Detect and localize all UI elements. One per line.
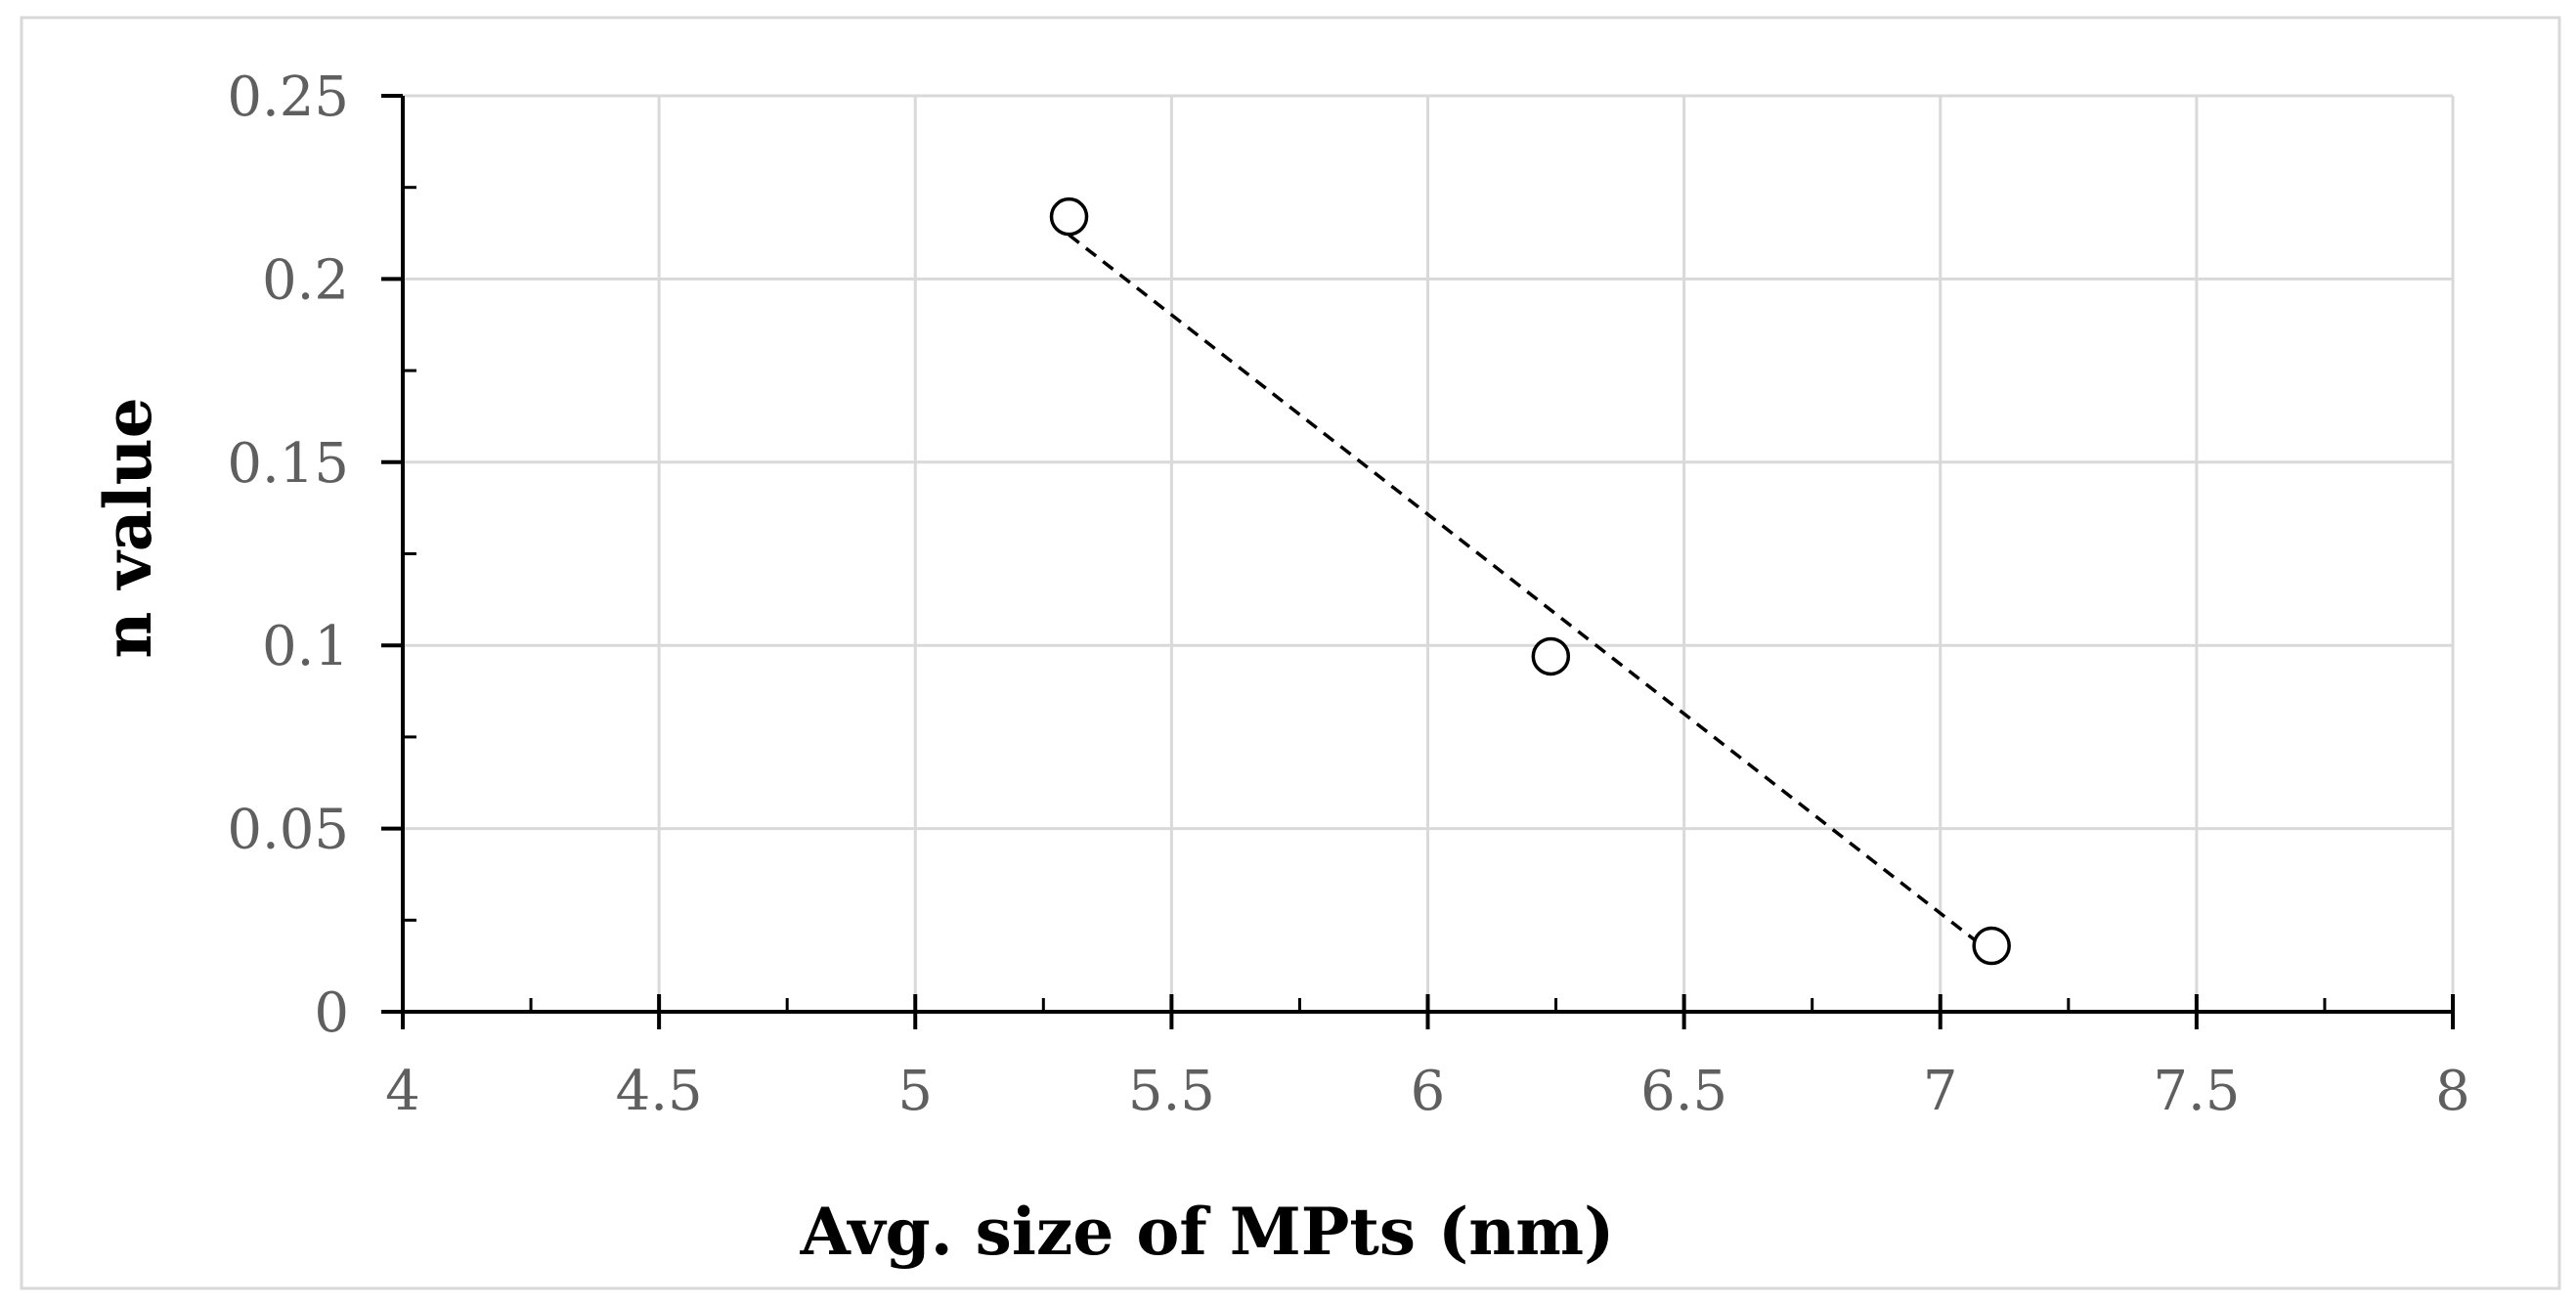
x-tick-label: 4.5 [616, 1060, 703, 1123]
axes [381, 94, 2455, 1029]
x-tick-label: 7.5 [2153, 1060, 2240, 1123]
x-tick-label: 6 [1411, 1060, 1446, 1123]
tick-labels: 0 0.05 0.1 0.15 0.2 0.25 4 4.5 5 5.5 6 6.5 7 7.5 8 [227, 65, 2470, 1123]
x-tick-label: 6.5 [1640, 1060, 1727, 1123]
x-tick-label: 5.5 [1128, 1060, 1215, 1123]
x-tick-label: 7 [1923, 1060, 1958, 1123]
chart-frame [20, 16, 2561, 1290]
data-point [1972, 926, 2011, 966]
trendline-layer [1068, 234, 1993, 955]
y-tick-label: 0 [314, 981, 349, 1045]
y-tick-label: 0.05 [227, 799, 349, 862]
data-points [1049, 196, 2011, 966]
data-point [1049, 196, 1089, 237]
y-axis-title: n value [90, 397, 166, 658]
x-tick-label: 5 [897, 1060, 933, 1123]
y-tick-label: 0.15 [227, 432, 349, 496]
x-tick-label: 4 [385, 1060, 420, 1123]
data-point [1531, 636, 1571, 676]
y-tick-label: 0.2 [262, 248, 349, 312]
y-tick-label: 0.25 [227, 65, 349, 129]
grid-lines [403, 94, 2455, 1012]
x-axis-title: Avg. size of MPts (nm) [800, 1194, 1615, 1270]
trendline [1068, 234, 1993, 955]
y-tick-label: 0.1 [262, 615, 349, 678]
x-tick-label: 8 [2435, 1060, 2470, 1123]
